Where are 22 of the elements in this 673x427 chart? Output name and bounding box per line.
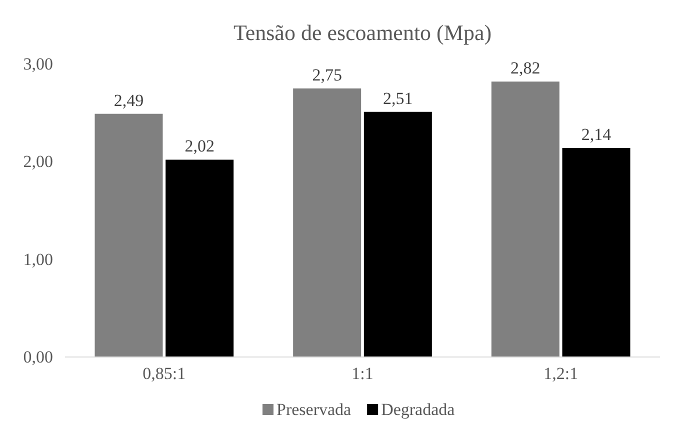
- bar: [562, 148, 630, 357]
- bar: [166, 160, 234, 357]
- data-label: 2,02: [184, 136, 214, 156]
- y-tick-label: 2,00: [23, 152, 53, 172]
- bar: [94, 114, 163, 357]
- legend-label: Degradada: [381, 400, 456, 419]
- y-tick-label: 1,00: [23, 250, 53, 269]
- data-label: 2,82: [510, 58, 540, 78]
- y-tick-label: 0,00: [23, 347, 53, 366]
- x-tick-label: 1,2:1: [544, 364, 578, 384]
- bar: [293, 88, 362, 357]
- bar: [491, 82, 560, 357]
- x-tick-label: 0,85:1: [142, 364, 186, 384]
- bar: [364, 112, 432, 357]
- data-label: 2,75: [312, 65, 342, 84]
- data-label: 2,49: [114, 90, 144, 110]
- data-label: 2,14: [581, 124, 612, 144]
- legend-label: Preservada: [276, 400, 352, 419]
- chart-title: Tensão de escoamento (Mpa): [233, 20, 492, 45]
- data-label: 2,51: [383, 88, 413, 108]
- y-tick-label: 3,00: [23, 54, 53, 74]
- x-tick-label: 1:1: [352, 364, 374, 384]
